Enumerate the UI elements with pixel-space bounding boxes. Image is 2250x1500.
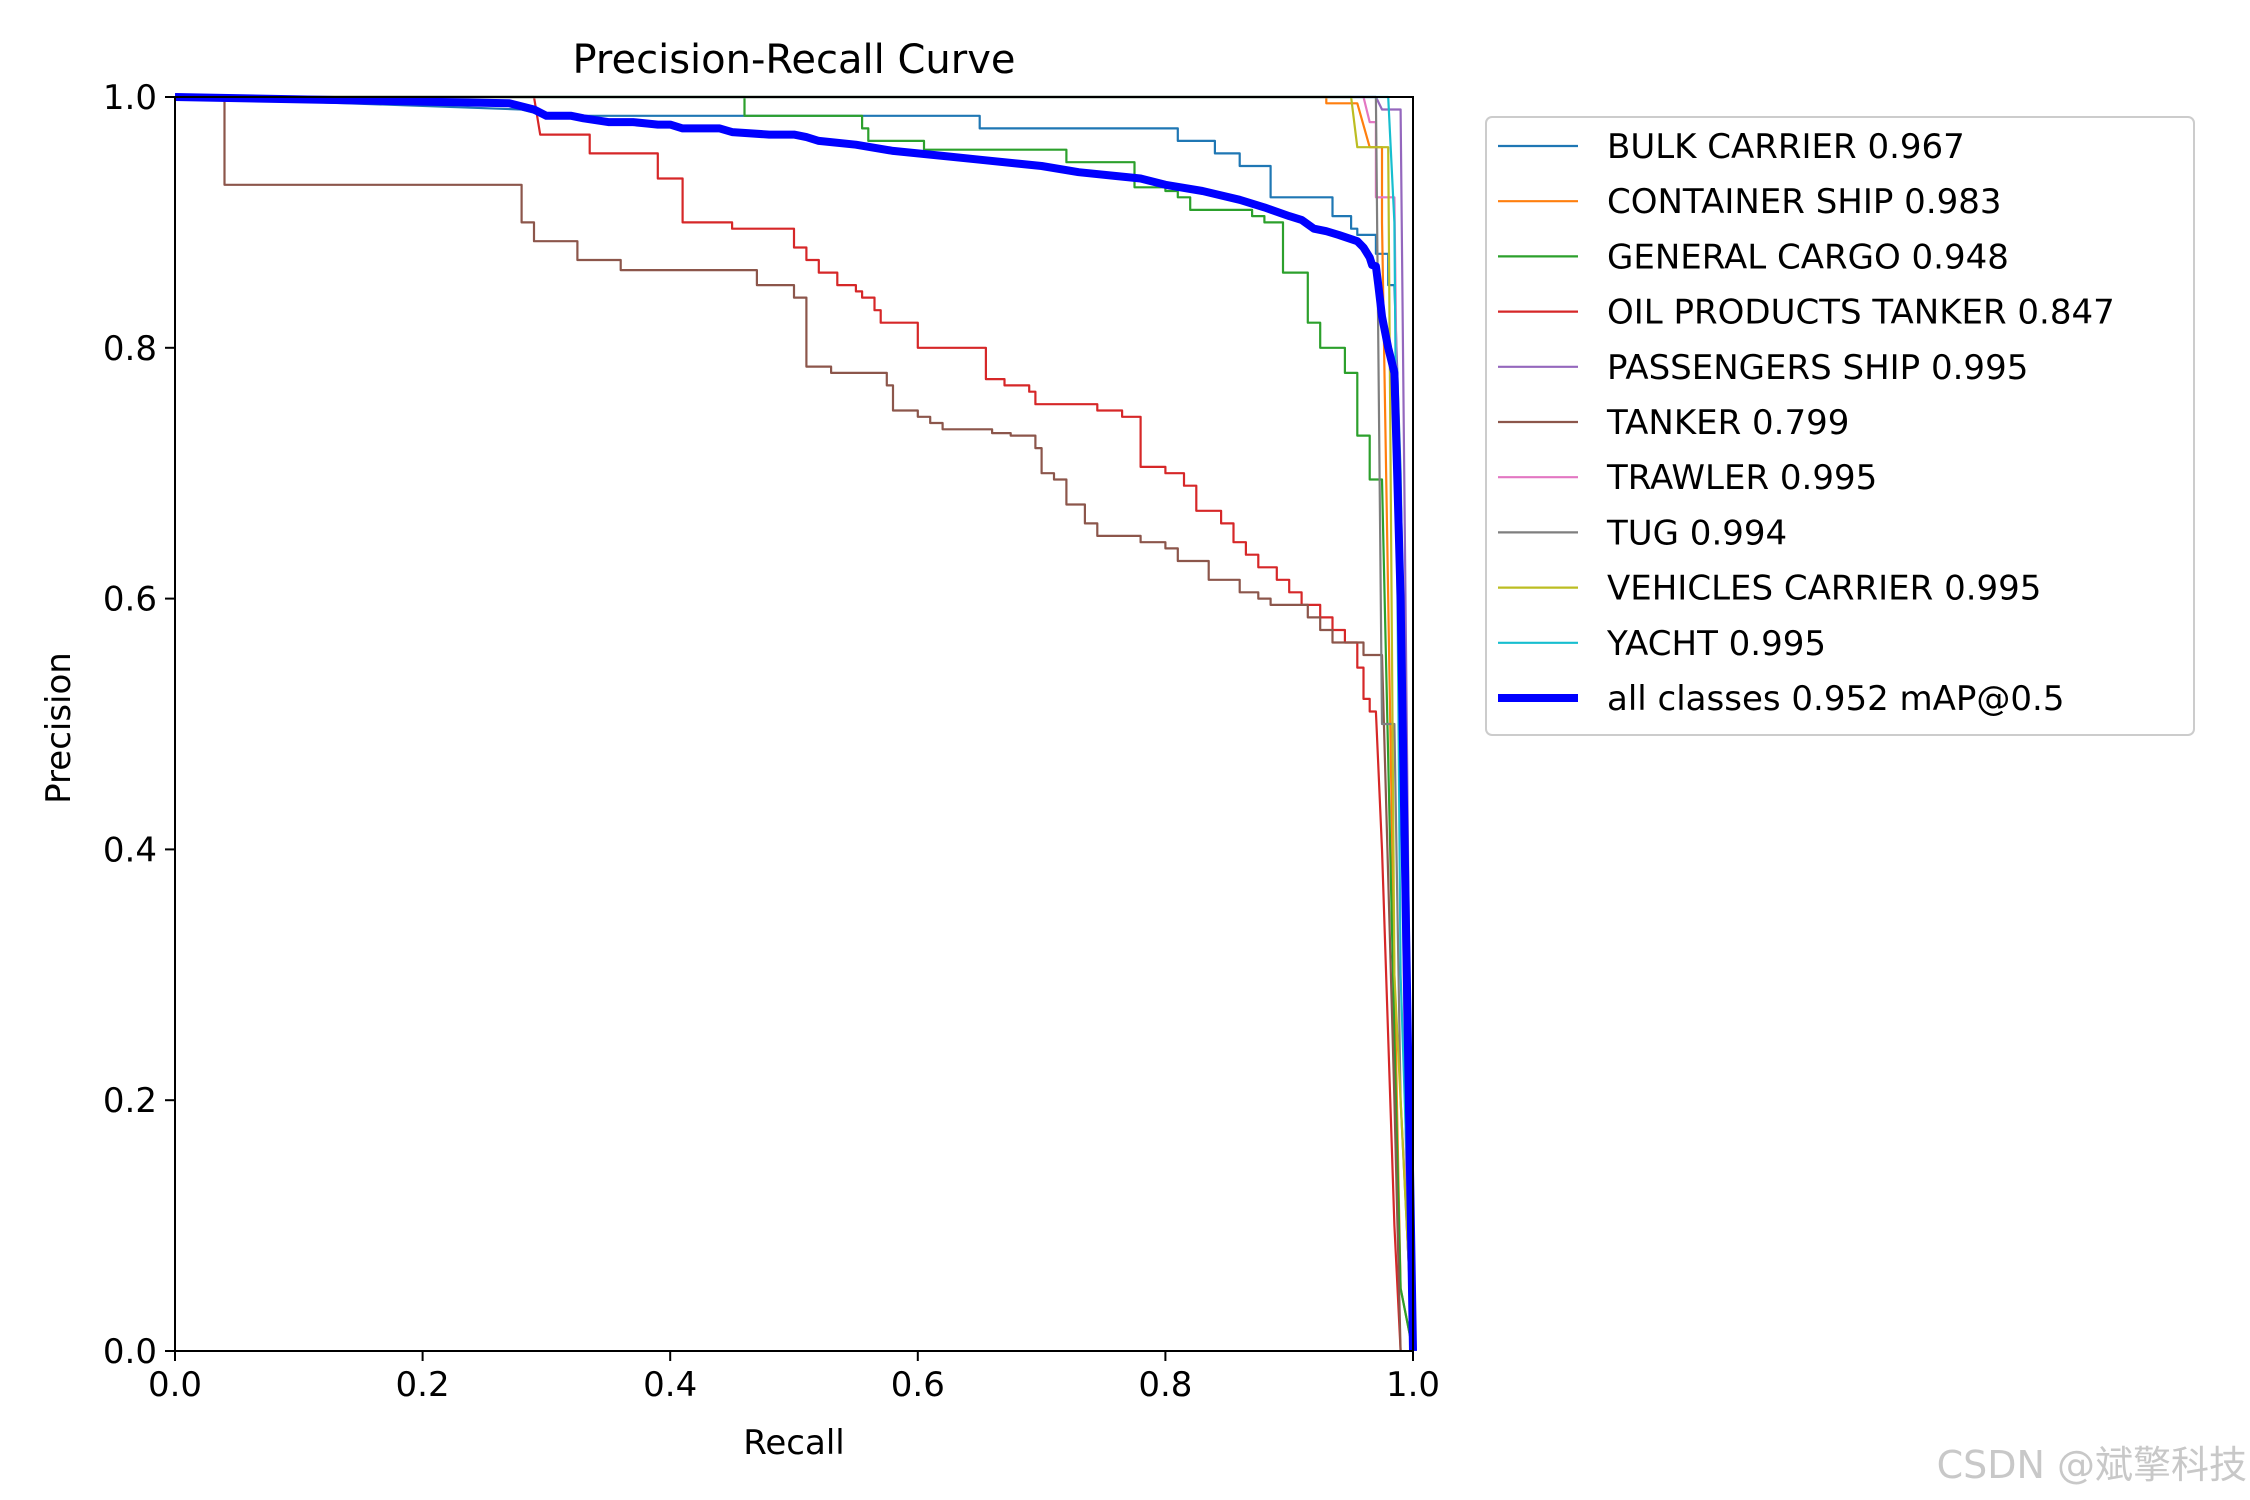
legend-label: YACHT 0.995 (1606, 624, 1826, 664)
legend-label: VEHICLES CARRIER 0.995 (1607, 569, 2041, 609)
legend-label: CONTAINER SHIP 0.983 (1607, 182, 2002, 222)
legend-label: OIL PRODUCTS TANKER 0.847 (1607, 293, 2115, 333)
plot-lines (174, 93, 1417, 1352)
x-tick-label: 0.2 (396, 1365, 450, 1405)
series-line-general-cargo (175, 95, 1415, 1352)
series-line-all-classes (174, 93, 1417, 1352)
legend-label: TRAWLER 0.995 (1606, 458, 1877, 498)
watermark: CSDN @斌擎科技 (1937, 1443, 2247, 1487)
legend-label: all classes 0.952 mAP@0.5 (1607, 679, 2064, 719)
chart-title: Precision-Recall Curve (573, 37, 1016, 83)
x-tick-label: 0.4 (643, 1365, 697, 1405)
legend-box (1485, 116, 2195, 736)
y-axis-label: Precision (39, 652, 79, 804)
legend-label: TANKER 0.799 (1606, 403, 1849, 443)
plot-frame (174, 96, 1414, 1352)
y-tick-label: 0.8 (103, 329, 157, 369)
x-tick-label: 0.0 (148, 1365, 202, 1405)
legend-label: TUG 0.994 (1606, 513, 1787, 553)
series-line-oil-products-tanker (175, 95, 1402, 1352)
y-tick-label: 0.4 (103, 830, 157, 870)
y-tick-label: 0.0 (103, 1332, 157, 1372)
y-tick-label: 0.6 (103, 580, 157, 620)
x-axis-label: Recall (743, 1423, 844, 1463)
x-tick-label: 1.0 (1386, 1365, 1440, 1405)
y-tick-label: 0.2 (103, 1081, 157, 1121)
legend-label: GENERAL CARGO 0.948 (1607, 237, 2009, 277)
x-tick-label: 0.6 (891, 1365, 945, 1405)
x-axis-ticks: 0.0 0.2 0.4 0.6 0.8 1.0 (148, 1351, 1440, 1405)
y-axis-ticks: 0.0 0.2 0.4 0.6 0.8 1.0 (103, 78, 175, 1372)
x-tick-label: 0.8 (1138, 1365, 1192, 1405)
legend: BULK CARRIER 0.967 CONTAINER SHIP 0.983 GE… (1485, 116, 2195, 736)
series-line-tanker (175, 95, 1402, 1352)
legend-label: BULK CARRIER 0.967 (1607, 127, 1965, 167)
y-tick-label: 1.0 (103, 78, 157, 118)
legend-label: PASSENGERS SHIP 0.995 (1607, 348, 2028, 388)
